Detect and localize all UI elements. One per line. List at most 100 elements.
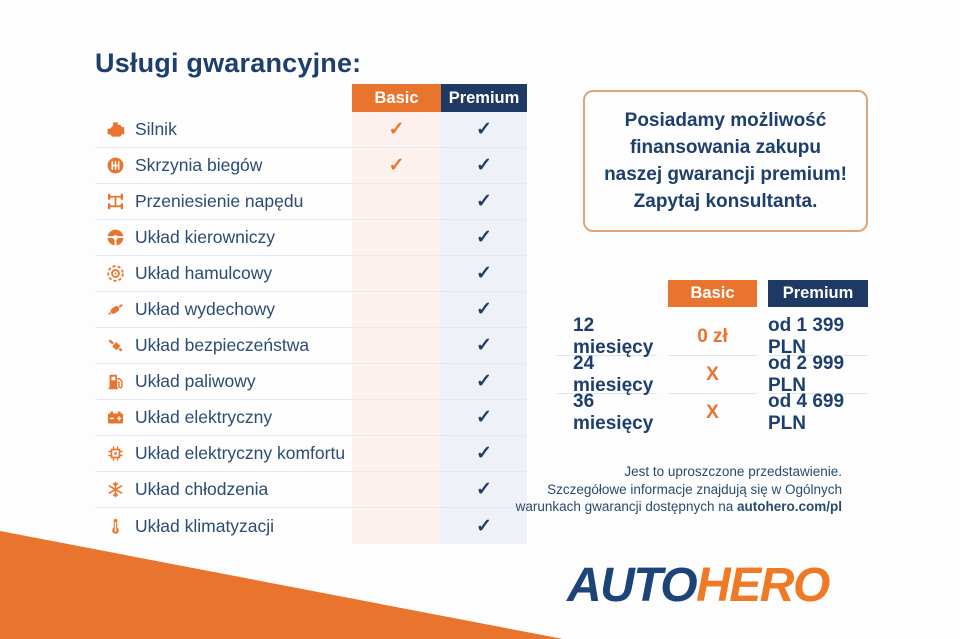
logo-auto-text: AUTO xyxy=(567,559,698,612)
service-label: Układ paliwowy xyxy=(135,371,256,391)
pricing-premium-value: od 4 699 PLN xyxy=(768,391,845,434)
basic-cell xyxy=(352,364,441,399)
check-mark: ✓ xyxy=(476,191,492,212)
seatbelt-icon xyxy=(95,328,135,363)
pricing-premium-header: Premium xyxy=(768,280,868,307)
service-label: Układ wydechowy xyxy=(135,299,276,319)
premium-cell: ✓ xyxy=(441,256,527,291)
service-label: Silnik xyxy=(135,119,177,139)
pricing-basic-value: 0 zł xyxy=(668,318,757,356)
drivetrain-icon xyxy=(95,184,135,219)
exhaust-icon xyxy=(95,292,135,327)
table-row: Układ bezpieczeństwa ✓ xyxy=(95,328,527,364)
basic-cell xyxy=(352,400,441,435)
premium-cell: ✓ xyxy=(441,364,527,399)
fuel-pump-icon xyxy=(95,364,135,399)
pricing-basic-value: X xyxy=(668,356,757,394)
check-mark: ✓ xyxy=(476,515,492,537)
logo-hero-text: HERO xyxy=(696,559,830,612)
table-row: Układ wydechowy ✓ xyxy=(95,292,527,328)
check-mark: ✓ xyxy=(476,155,492,176)
service-label: Układ klimatyzacji xyxy=(135,515,275,536)
financing-promo-box: Posiadamy możliwość finansowania zakupu … xyxy=(583,90,868,232)
basic-cell xyxy=(352,292,441,327)
service-label: Układ bezpieczeństwa xyxy=(135,335,310,355)
service-label: Układ elektryczny xyxy=(135,407,273,427)
check-mark: ✓ xyxy=(476,335,492,356)
premium-cell: ✓ xyxy=(441,328,527,363)
basic-cell: ✓ xyxy=(352,148,441,183)
premium-cell: ✓ xyxy=(441,472,527,507)
basic-cell xyxy=(352,472,441,507)
autohero-url: autohero.com/pl xyxy=(736,499,842,514)
premium-cell: ✓ xyxy=(441,508,527,544)
steering-wheel-icon xyxy=(95,220,135,255)
disclaimer-line: warunkach gwarancji dostępnych na autohe… xyxy=(515,499,842,514)
service-label: Układ elektryczny komfortu xyxy=(135,443,346,463)
premium-cell: ✓ xyxy=(441,400,527,435)
premium-cell: ✓ xyxy=(441,112,527,147)
warranty-services-table: Basic Premium Silnik ✓ ✓ Skrzynia biegów… xyxy=(95,84,527,544)
basic-cell: ✓ xyxy=(352,112,441,147)
check-mark: ✓ xyxy=(476,119,492,140)
snowflake-icon xyxy=(95,472,135,507)
thermometer-icon xyxy=(95,508,135,544)
check-mark: ✓ xyxy=(476,227,492,248)
service-label: Skrzynia biegów xyxy=(135,155,263,175)
table-row: Układ paliwowy ✓ xyxy=(95,364,527,400)
service-label: Układ kierowniczy xyxy=(135,227,276,247)
premium-cell: ✓ xyxy=(441,292,527,327)
autohero-logo: AUTOHERO xyxy=(567,558,830,613)
basic-column-header: Basic xyxy=(352,84,441,112)
engine-icon xyxy=(95,112,135,147)
check-mark: ✓ xyxy=(476,443,492,464)
car-battery-icon xyxy=(95,400,135,435)
premium-column-header: Premium xyxy=(441,84,527,112)
basic-cell xyxy=(352,328,441,363)
table-row: Skrzynia biegów ✓ ✓ xyxy=(95,148,527,184)
premium-cell: ✓ xyxy=(441,184,527,219)
basic-cell xyxy=(352,436,441,471)
service-label: Układ hamulcowy xyxy=(135,263,273,283)
pricing-period: 36 miesięcy xyxy=(573,391,654,434)
disclaimer-line: Szczegółowe informacje znajdują się w Og… xyxy=(547,481,842,497)
gearbox-icon xyxy=(95,148,135,183)
basic-cell xyxy=(352,184,441,219)
basic-cell xyxy=(352,508,441,544)
check-mark: ✓ xyxy=(388,155,405,176)
check-mark: ✓ xyxy=(388,119,405,140)
table-row: Układ hamulcowy ✓ xyxy=(95,256,527,292)
disclaimer-line: Jest to uproszczone przedstawienie. xyxy=(624,464,842,479)
check-mark: ✓ xyxy=(476,407,492,428)
table-row: Układ elektryczny komfortu ✓ xyxy=(95,436,527,472)
pricing-period: 24 miesięcy xyxy=(557,353,657,396)
brake-disc-icon xyxy=(95,256,135,291)
table-row: Przeniesienie napędu ✓ xyxy=(95,184,527,220)
premium-cell: ✓ xyxy=(441,220,527,255)
page-title: Usługi gwarancyjne: xyxy=(95,48,362,78)
disclaimer: Jest to uproszczone przedstawienie. Szcz… xyxy=(400,463,842,516)
service-label: Przeniesienie napędu xyxy=(135,191,304,211)
basic-cell xyxy=(352,220,441,255)
basic-cell xyxy=(352,256,441,291)
pricing-header-spacer xyxy=(557,280,657,307)
check-mark: ✓ xyxy=(476,479,492,500)
promo-text: Posiadamy możliwość finansowania zakupu … xyxy=(604,110,847,212)
table-row: Układ elektryczny ✓ xyxy=(95,400,527,436)
premium-cell: ✓ xyxy=(441,436,527,471)
check-mark: ✓ xyxy=(476,371,492,392)
pricing-basic-value: X xyxy=(706,402,719,423)
table-row: Układ klimatyzacji ✓ xyxy=(95,508,527,544)
pricing-table: Basic Premium 12 miesięcy 0 zł od 1 399 … xyxy=(557,280,868,434)
table-row: Układ kierowniczy ✓ xyxy=(95,220,527,256)
pricing-premium-value: od 1 399 PLN xyxy=(768,315,868,358)
pricing-premium-value: od 2 999 PLN xyxy=(768,353,868,396)
services-table-header: Basic Premium xyxy=(95,84,527,112)
premium-cell: ✓ xyxy=(441,148,527,183)
check-mark: ✓ xyxy=(476,263,492,284)
pricing-basic-header: Basic xyxy=(668,280,757,307)
table-row: Układ chłodzenia ✓ xyxy=(95,472,527,508)
check-mark: ✓ xyxy=(476,299,492,320)
service-label: Układ chłodzenia xyxy=(135,479,269,499)
